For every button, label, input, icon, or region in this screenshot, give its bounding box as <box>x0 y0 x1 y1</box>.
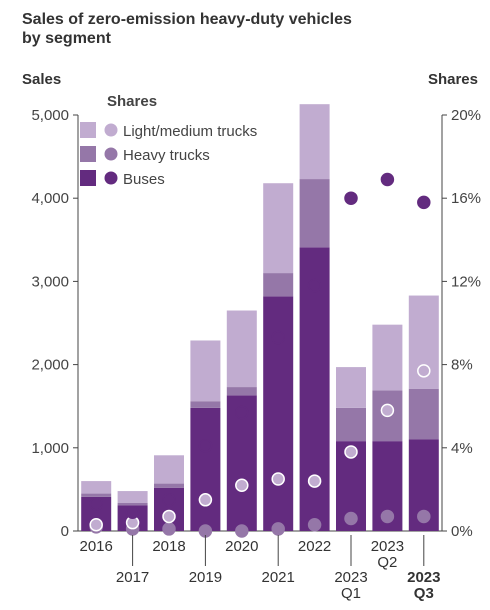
x-tick-label: 2019 <box>189 569 222 586</box>
bar-light-medium-trucks <box>190 340 221 402</box>
x-tick-label: 2021 <box>262 569 295 586</box>
share-markers <box>89 172 431 538</box>
legend-swatch <box>80 146 96 162</box>
legend-title: Shares <box>107 93 157 110</box>
y-axis-title: Sales <box>22 71 61 88</box>
chart-title-line: by segment <box>22 30 112 47</box>
share-marker-light-medium-trucks <box>235 478 249 492</box>
bar-heavy-trucks <box>226 387 257 396</box>
y-tick-label: 5,000 <box>31 107 69 124</box>
share-marker-buses <box>380 172 395 187</box>
chart-title: Sales of zero-emission heavy-duty vehicl… <box>22 11 352 47</box>
x-tick-label: 2018 <box>152 538 185 555</box>
y-tick-label: 3,000 <box>31 273 69 290</box>
bar-light-medium-trucks <box>263 183 294 274</box>
share-marker-heavy-trucks <box>235 524 249 538</box>
share-marker-buses <box>417 195 431 210</box>
share-marker-heavy-trucks <box>380 509 395 524</box>
y2-tick-label: 4% <box>451 440 473 457</box>
y-tick-label: 4,000 <box>31 190 69 207</box>
bar-light-medium-trucks <box>117 491 148 503</box>
share-marker-light-medium-trucks <box>198 493 213 507</box>
bar-heavy-trucks <box>408 388 439 440</box>
share-marker-light-medium-trucks <box>417 364 431 378</box>
share-marker-buses <box>271 330 285 345</box>
share-marker-light-medium-trucks <box>162 509 176 524</box>
x-tick-label: 2023 <box>371 538 404 555</box>
share-marker-buses <box>307 278 322 293</box>
bar-light-medium-trucks <box>372 324 403 391</box>
y-tick-label: 1,000 <box>31 440 69 457</box>
x-tick-sublabel: Q2 <box>377 554 397 571</box>
x-tick-label: 2016 <box>80 538 113 555</box>
share-marker-light-medium-trucks <box>380 403 395 418</box>
bar-light-medium-trucks <box>226 310 257 388</box>
y2-tick-label: 20% <box>451 107 481 124</box>
bar-light-medium-trucks <box>154 455 184 484</box>
x-tick-sublabel: Q3 <box>414 585 434 602</box>
x-tick-label: 2017 <box>116 569 149 586</box>
share-marker-light-medium-trucks <box>307 474 322 488</box>
bar-heavy-trucks <box>263 273 294 297</box>
y2-tick-label: 8% <box>451 357 473 374</box>
legend: Shares Light/medium trucks Heavy trucks Bus… <box>80 93 257 188</box>
bar-light-medium-trucks <box>81 481 112 494</box>
bar-heavy-trucks <box>336 407 366 442</box>
share-marker-light-medium-trucks <box>344 445 358 459</box>
share-marker-buses <box>89 497 103 511</box>
bars <box>81 104 439 531</box>
y-tick-label: 0 <box>61 523 69 540</box>
legend-swatch <box>80 122 96 138</box>
x-tick-sublabel: Q1 <box>341 585 361 602</box>
bar-heavy-trucks <box>117 502 148 506</box>
legend-marker <box>104 123 118 137</box>
share-marker-light-medium-trucks <box>271 472 285 486</box>
share-marker-heavy-trucks <box>162 522 176 536</box>
share-marker-buses <box>125 505 140 520</box>
x-tick-label: 2023 <box>407 569 440 586</box>
share-marker-buses <box>344 191 358 205</box>
chart-title-line: Sales of zero-emission heavy-duty vehicl… <box>22 11 352 28</box>
bar-light-medium-trucks <box>336 367 366 408</box>
axes: 0 1,000 2,000 3,000 4,000 5,000 0% 4% 8% 12% 16% 20… <box>31 107 481 540</box>
legend-marker <box>104 147 118 161</box>
bar-heavy-trucks <box>299 179 330 248</box>
y2-tick-label: 12% <box>451 273 481 290</box>
legend-swatch <box>80 170 96 186</box>
bar-heavy-trucks <box>154 483 184 488</box>
x-tick-label: 2022 <box>298 538 331 555</box>
legend-entry-label: Buses <box>123 171 165 188</box>
y2-tick-label: 16% <box>451 190 481 207</box>
legend-entry-label: Heavy trucks <box>123 147 210 164</box>
y-tick-label: 2,000 <box>31 357 69 374</box>
legend-entry-label: Light/medium trucks <box>123 123 257 140</box>
share-marker-heavy-trucks <box>271 522 285 536</box>
bar-heavy-trucks <box>190 401 221 408</box>
share-marker-buses <box>235 405 249 420</box>
share-marker-buses <box>198 438 213 453</box>
share-marker-heavy-trucks <box>307 518 322 532</box>
x-tick-label: 2023 <box>334 569 367 586</box>
share-marker-heavy-trucks <box>344 511 358 526</box>
bar-buses <box>190 407 221 531</box>
share-marker-buses <box>162 493 176 507</box>
bar-light-medium-trucks <box>299 104 330 180</box>
legend-marker <box>104 171 118 185</box>
x-tick-label: 2020 <box>225 538 258 555</box>
y2-tick-label: 0% <box>451 523 473 540</box>
y2-axis-title: Shares <box>428 71 478 88</box>
share-marker-light-medium-trucks <box>89 518 103 532</box>
share-marker-heavy-trucks <box>417 509 431 524</box>
x-axis-labels: 20162017201820192020202120222023Q12023Q2… <box>80 535 440 602</box>
bar-heavy-trucks <box>81 493 112 497</box>
